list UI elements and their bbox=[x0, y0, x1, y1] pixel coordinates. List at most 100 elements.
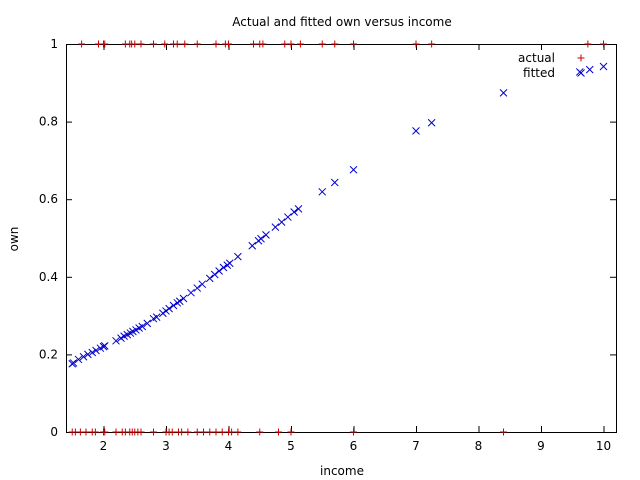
fitted-point bbox=[69, 359, 78, 367]
x-tick-label: 2 bbox=[100, 439, 108, 453]
fitted-point bbox=[74, 355, 83, 364]
actual-point bbox=[161, 40, 169, 48]
actual-point bbox=[150, 428, 157, 436]
actual-point bbox=[250, 40, 257, 48]
fitted-point bbox=[427, 118, 436, 127]
fitted-point bbox=[84, 350, 92, 359]
fitted-point bbox=[92, 346, 100, 355]
x-tick-label: 5 bbox=[287, 439, 295, 453]
fitted-point bbox=[294, 205, 303, 213]
fitted-point bbox=[187, 288, 195, 297]
x-tick-label: 10 bbox=[596, 439, 611, 453]
fitted-point bbox=[284, 213, 292, 221]
actual-point bbox=[193, 40, 201, 48]
actual-point bbox=[131, 40, 139, 48]
fitted-point bbox=[205, 274, 214, 283]
fitted-point bbox=[112, 336, 120, 345]
actual-point bbox=[428, 40, 436, 48]
x-tick-label: 7 bbox=[412, 439, 420, 453]
fitted-point bbox=[499, 89, 508, 97]
actual-point bbox=[168, 428, 176, 436]
actual-point bbox=[150, 40, 157, 48]
actual-point bbox=[256, 428, 264, 436]
actual-point bbox=[287, 40, 295, 48]
actual-point bbox=[137, 40, 145, 48]
actual-point bbox=[600, 40, 607, 48]
fitted-point bbox=[152, 313, 161, 322]
fitted-point bbox=[234, 252, 242, 261]
fitted-point bbox=[193, 284, 202, 292]
fitted-point bbox=[412, 127, 420, 135]
actual-point bbox=[82, 428, 90, 436]
fitted-point bbox=[330, 178, 339, 187]
fitted-point bbox=[257, 234, 265, 243]
fitted-point bbox=[138, 322, 147, 331]
actual-point bbox=[200, 428, 207, 436]
y-tick-label: 0.4 bbox=[39, 270, 58, 284]
actual-point bbox=[225, 40, 232, 48]
fitted-point bbox=[210, 270, 219, 279]
plot-frame bbox=[66, 44, 617, 433]
series-fitted bbox=[68, 62, 608, 368]
actual-point bbox=[275, 428, 282, 436]
actual-point bbox=[101, 40, 109, 48]
actual-point bbox=[181, 40, 189, 48]
chart-title: Actual and fitted own versus income bbox=[232, 15, 451, 29]
fitted-point bbox=[175, 297, 184, 306]
actual-point bbox=[331, 40, 339, 48]
actual-point bbox=[296, 40, 304, 48]
y-tick-label: 0.2 bbox=[39, 347, 58, 361]
fitted-point bbox=[271, 223, 280, 231]
legend-marker-fitted bbox=[577, 69, 585, 77]
fitted-point bbox=[165, 304, 173, 313]
x-tick-label: 9 bbox=[537, 439, 545, 453]
fitted-point bbox=[159, 309, 167, 318]
x-axis: 2 3 4 5 6 7 8 9 10 bbox=[100, 44, 611, 453]
actual-point bbox=[259, 40, 267, 48]
y-axis: 0 0.2 0.4 0.6 0.8 1 bbox=[39, 37, 616, 439]
actual-point bbox=[500, 428, 507, 436]
fitted-point bbox=[169, 301, 178, 310]
actual-point bbox=[584, 40, 592, 48]
legend-label-fitted: fitted bbox=[523, 66, 555, 80]
series-actual bbox=[68, 40, 607, 436]
actual-point bbox=[350, 40, 357, 48]
actual-point bbox=[178, 428, 186, 436]
fitted-point bbox=[88, 348, 97, 357]
fitted-point bbox=[198, 280, 207, 289]
fitted-point bbox=[173, 298, 182, 307]
actual-point bbox=[184, 428, 192, 436]
actual-point bbox=[318, 40, 326, 48]
x-axis-label: income bbox=[320, 464, 364, 478]
actual-point bbox=[212, 428, 220, 436]
legend-marker-actual bbox=[577, 54, 585, 62]
y-tick-label: 0.8 bbox=[39, 115, 58, 129]
y-axis-label: own bbox=[7, 227, 21, 252]
actual-point bbox=[91, 428, 99, 436]
actual-point bbox=[228, 428, 236, 436]
fitted-point bbox=[248, 241, 257, 250]
fitted-point bbox=[215, 267, 223, 275]
x-tick-label: 8 bbox=[475, 439, 483, 453]
actual-point bbox=[234, 428, 242, 436]
fitted-point bbox=[349, 165, 358, 174]
actual-point bbox=[287, 428, 295, 436]
fitted-point bbox=[599, 62, 608, 71]
fitted-point bbox=[219, 263, 228, 272]
actual-point bbox=[193, 428, 201, 436]
actual-point bbox=[101, 428, 109, 436]
fitted-point bbox=[79, 352, 88, 361]
fitted-point bbox=[290, 208, 298, 216]
fitted-point bbox=[585, 65, 594, 74]
fitted-point bbox=[143, 319, 152, 328]
x-tick-label: 4 bbox=[225, 439, 233, 453]
actual-point bbox=[78, 40, 86, 48]
fitted-point bbox=[277, 218, 286, 226]
actual-point bbox=[112, 428, 120, 436]
fitted-point bbox=[262, 231, 270, 239]
actual-point bbox=[206, 428, 214, 436]
actual-point bbox=[281, 40, 289, 48]
actual-point bbox=[218, 428, 226, 436]
